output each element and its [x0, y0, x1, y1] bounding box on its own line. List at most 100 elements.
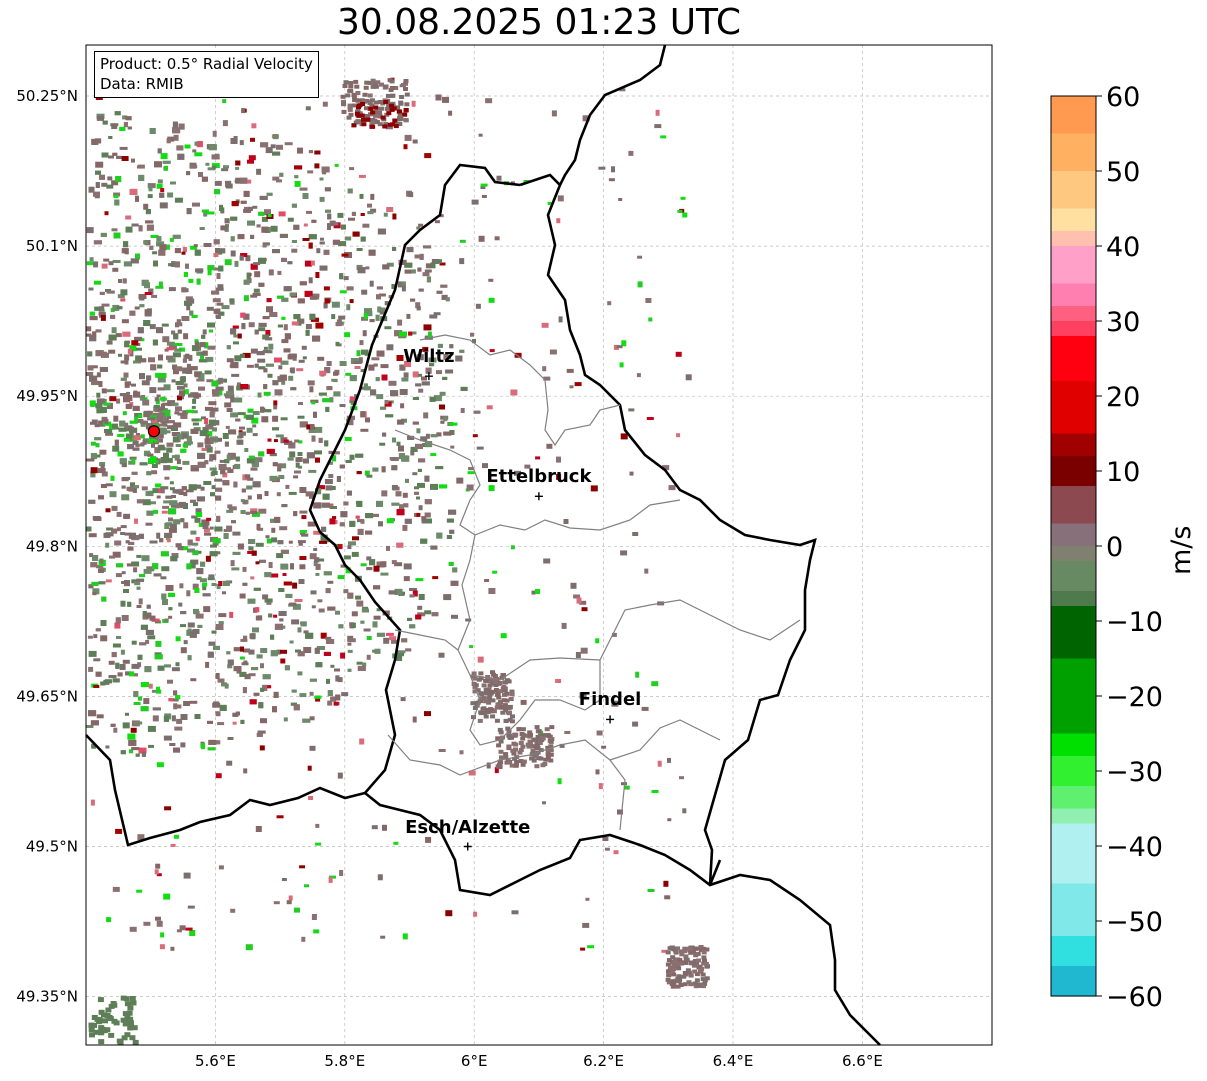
- echo-cell: [178, 501, 186, 508]
- echo-cell: [365, 530, 373, 535]
- echo-cell: [170, 466, 178, 470]
- echo-cell: [186, 304, 191, 311]
- echo-cell: [327, 461, 333, 465]
- echo-cell: [430, 483, 438, 490]
- echo-cell: [155, 640, 162, 647]
- echo-cell: [178, 123, 185, 130]
- echo-cell: [341, 692, 349, 697]
- colorbar-segment: [1051, 321, 1096, 337]
- echo-cell: [245, 511, 250, 515]
- echo-cell: [435, 94, 442, 101]
- echo-cell: [88, 499, 96, 504]
- echo-cell: [190, 678, 197, 682]
- echo-cell: [247, 206, 253, 211]
- echo-cell: [171, 432, 180, 436]
- echo-cell: [628, 408, 635, 412]
- echo-cell: [95, 628, 101, 632]
- echo-cell: [251, 462, 259, 468]
- echo-cell: [316, 485, 325, 490]
- echo-cell: [136, 889, 143, 893]
- echo-cell: [176, 467, 183, 470]
- echo-cell: [226, 345, 231, 350]
- echo-cell: [203, 210, 208, 217]
- echo-cell: [154, 620, 161, 624]
- echo-cell: [273, 405, 278, 410]
- echo-cell: [281, 257, 287, 262]
- echo-cell: [171, 379, 176, 383]
- echo-cell: [174, 348, 182, 352]
- echo-cell: [107, 176, 113, 181]
- echo-cell: [243, 768, 248, 774]
- echo-cell: [431, 259, 439, 264]
- echo-cell: [272, 415, 279, 422]
- lon-tick-label: 6.6°E: [842, 1052, 883, 1070]
- colorbar-segment: [1051, 283, 1096, 307]
- echo-cell: [93, 517, 102, 521]
- echo-cell: [335, 675, 340, 682]
- echo-cell: [140, 706, 149, 712]
- echo-cell: [159, 944, 165, 950]
- echo-cell: [392, 247, 397, 251]
- echo-cell: [148, 288, 154, 295]
- echo-cell: [103, 258, 110, 262]
- echo-cell: [166, 355, 173, 360]
- echo-cell: [490, 689, 496, 694]
- echo-cell: [209, 526, 214, 530]
- echo-cell: [284, 333, 291, 340]
- echo-cell: [287, 354, 296, 360]
- echo-cell: [266, 448, 275, 454]
- echo-cell: [456, 477, 464, 484]
- echo-cell: [112, 267, 119, 272]
- echo-cell: [575, 652, 581, 658]
- echo-cell: [303, 223, 308, 227]
- echo-cell: [315, 296, 320, 300]
- echo-cell: [667, 757, 671, 763]
- echo-cell: [124, 422, 129, 429]
- echo-cell: [89, 365, 98, 369]
- echo-cell: [315, 823, 320, 828]
- echo-cell: [140, 624, 148, 630]
- echo-cell: [163, 500, 172, 504]
- echo-cell: [281, 504, 288, 508]
- echo-cell: [485, 98, 493, 104]
- echo-cell: [315, 572, 320, 576]
- echo-cell: [348, 84, 354, 89]
- echo-cell: [271, 537, 278, 543]
- echo-cell: [277, 467, 282, 472]
- echo-cell: [269, 312, 278, 317]
- echo-cell: [232, 325, 239, 329]
- echo-cell: [228, 506, 237, 511]
- echo-cell: [189, 930, 196, 936]
- echo-cell: [252, 205, 258, 209]
- echo-cell: [557, 195, 564, 202]
- echo-cell: [346, 115, 352, 120]
- echo-cell: [120, 298, 126, 302]
- echo-cell: [611, 166, 615, 173]
- echo-cell: [183, 701, 191, 706]
- echo-cell: [333, 371, 339, 376]
- echo-cell: [280, 360, 289, 365]
- echo-cell: [151, 689, 157, 693]
- echo-cell: [302, 238, 310, 241]
- echo-cell: [260, 687, 265, 692]
- echo-cell: [472, 689, 478, 694]
- echo-cell: [102, 1027, 108, 1033]
- echo-cell: [136, 165, 143, 169]
- echo-cell: [325, 485, 333, 491]
- echo-cell: [93, 1029, 100, 1035]
- echo-cell: [360, 411, 366, 418]
- echo-cell: [314, 695, 322, 699]
- echo-cell: [272, 462, 278, 467]
- echo-cell: [320, 632, 327, 639]
- echo-cell: [90, 421, 97, 425]
- echo-cell: [418, 223, 424, 227]
- echo-cell: [177, 329, 182, 334]
- echo-cell: [156, 920, 163, 927]
- echo-cell: [270, 650, 278, 657]
- echo-cell: [117, 294, 125, 299]
- echo-cell: [253, 692, 260, 696]
- echo-cell: [559, 743, 565, 748]
- echo-cell: [298, 402, 303, 405]
- echo-cell: [116, 636, 122, 639]
- echo-cell: [469, 645, 474, 649]
